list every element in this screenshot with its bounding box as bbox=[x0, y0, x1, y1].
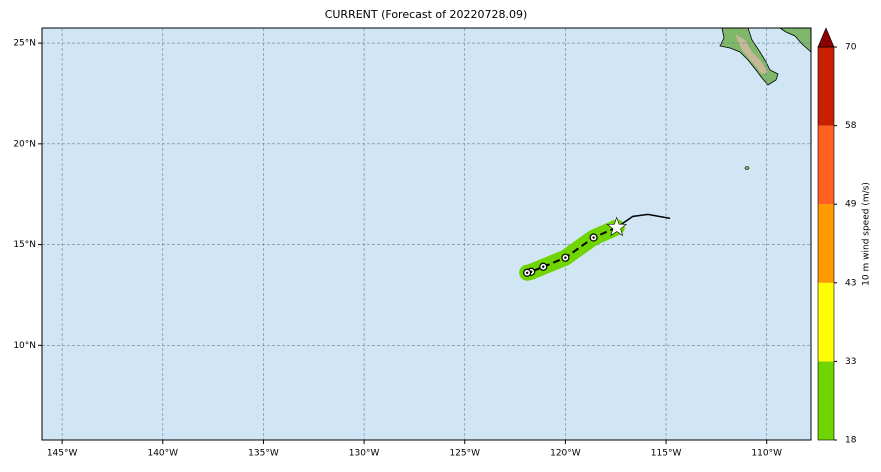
colorbar-segment bbox=[818, 361, 834, 440]
colorbar-segment bbox=[818, 125, 834, 205]
y-tick-label: 10°N bbox=[13, 341, 36, 351]
colorbar-frame bbox=[817, 46, 835, 441]
chart-title: CURRENT (Forecast of 20220728.09) bbox=[325, 8, 528, 21]
map-frame bbox=[41, 27, 812, 441]
forecast-track bbox=[526, 226, 618, 274]
forecast-point-center bbox=[542, 265, 545, 268]
colorbar-segment bbox=[818, 282, 834, 362]
colorbar-tick-label: 58 bbox=[845, 121, 857, 131]
colorbar-label: 10 m wind speed (m/s) bbox=[862, 182, 872, 286]
land bbox=[719, 27, 812, 170]
x-tick-label: 140°W bbox=[147, 449, 178, 459]
colorbar-segment bbox=[818, 204, 834, 283]
y-tick-label: 15°N bbox=[13, 240, 36, 250]
x-tick-label: 130°W bbox=[349, 449, 380, 459]
forecast-point-center bbox=[525, 271, 529, 274]
x-tick-label: 135°W bbox=[248, 449, 279, 459]
x-tick-label: 125°W bbox=[449, 449, 480, 459]
colorbar-tick-label: 70 bbox=[845, 43, 857, 53]
ocean bbox=[42, 28, 811, 440]
colorbar-tick-label: 33 bbox=[845, 357, 856, 367]
current-position bbox=[606, 216, 628, 237]
forecast-point-center bbox=[564, 256, 567, 259]
x-tick-label: 145°W bbox=[47, 449, 78, 459]
x-tick-label: 110°W bbox=[751, 449, 782, 459]
x-tick-label: 120°W bbox=[550, 449, 581, 459]
colorbar-extend bbox=[817, 27, 835, 48]
colorbar-tick-label: 43 bbox=[845, 278, 856, 288]
colorbar-tick-label: 49 bbox=[845, 200, 857, 210]
y-tick-label: 20°N bbox=[13, 139, 36, 149]
past-track bbox=[616, 213, 671, 229]
colorbar-segment bbox=[818, 47, 834, 126]
colorbar-tick-label: 18 bbox=[845, 436, 857, 446]
forecast-point-center bbox=[592, 236, 595, 239]
x-tick-label: 115°W bbox=[651, 449, 682, 459]
y-tick-label: 25°N bbox=[13, 39, 36, 49]
